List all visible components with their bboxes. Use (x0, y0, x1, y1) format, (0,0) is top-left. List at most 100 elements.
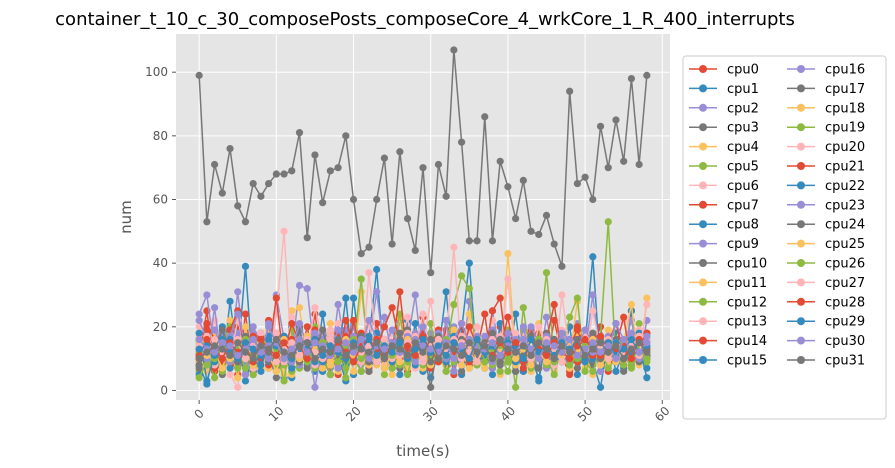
x-tick-label: 10 (266, 404, 287, 425)
data-point (280, 377, 288, 385)
data-point (573, 326, 581, 334)
legend-item-cpu15: cpu15 (689, 354, 767, 369)
data-point (465, 355, 473, 363)
legend-swatch-marker (699, 278, 707, 287)
legend-swatch-marker (699, 181, 707, 190)
chart-title: container_t_10_c_30_composePosts_compose… (55, 9, 795, 30)
data-point (542, 358, 551, 366)
legend-label: cpu10 (727, 257, 767, 272)
data-point (210, 342, 219, 350)
data-point (643, 355, 651, 363)
data-point (288, 307, 296, 315)
legend-swatch-marker (699, 162, 707, 170)
legend-label: cpu25 (825, 237, 865, 252)
legend-item-cpu4: cpu4 (689, 140, 759, 155)
data-point (241, 370, 250, 379)
data-point (241, 310, 250, 318)
data-point (234, 383, 242, 391)
data-point (380, 370, 389, 379)
legend-item-cpu18: cpu18 (787, 101, 865, 116)
data-point (388, 348, 396, 356)
legend-swatch-marker (797, 200, 805, 209)
data-point (249, 345, 257, 353)
x-tick-label: 50 (575, 404, 596, 425)
legend-swatch-marker (699, 142, 707, 151)
data-point (465, 297, 473, 305)
data-point (365, 243, 373, 251)
legend-item-cpu9: cpu9 (689, 237, 759, 252)
legend-item-cpu5: cpu5 (689, 160, 759, 175)
legend-label: cpu18 (825, 101, 865, 116)
data-point (203, 320, 211, 328)
legend-label: cpu12 (727, 295, 767, 310)
data-point (504, 367, 512, 375)
data-point (620, 313, 628, 321)
legend-swatch-marker (797, 84, 805, 93)
data-point (488, 307, 497, 315)
data-point (504, 275, 512, 283)
data-point (380, 323, 389, 331)
data-point (303, 323, 311, 331)
data-point (195, 374, 203, 382)
data-point (365, 367, 373, 375)
data-point (257, 342, 265, 350)
legend-label: cpu14 (727, 334, 767, 349)
legend-label: cpu21 (825, 160, 865, 175)
data-point (349, 348, 358, 356)
data-point (272, 351, 280, 360)
data-point (349, 316, 358, 325)
data-point (465, 339, 473, 347)
data-point (558, 262, 566, 270)
data-point (342, 351, 350, 360)
data-point (226, 316, 234, 325)
legend-item-cpu16: cpu16 (787, 63, 865, 78)
data-point (643, 300, 651, 309)
data-point (349, 342, 358, 350)
data-point (473, 335, 481, 344)
data-point (450, 355, 458, 363)
data-point (203, 348, 211, 356)
data-point (566, 335, 574, 344)
data-point (643, 294, 651, 302)
data-point (241, 355, 250, 363)
legend-swatch-marker (797, 356, 805, 364)
data-point (234, 364, 242, 372)
legend-item-cpu7: cpu7 (689, 198, 759, 213)
data-point (434, 355, 443, 363)
data-point (234, 374, 242, 382)
data-point (349, 367, 358, 375)
data-point (195, 329, 203, 337)
legend-item-cpu0: cpu0 (689, 63, 759, 78)
legend-swatch-marker (797, 259, 805, 267)
data-point (527, 361, 535, 369)
data-point (481, 358, 489, 366)
data-point (265, 345, 273, 353)
data-point (388, 342, 396, 350)
data-point (257, 335, 265, 344)
data-point (342, 132, 350, 140)
data-point (419, 310, 427, 318)
data-point (288, 339, 296, 347)
legend-swatch-marker (699, 336, 707, 345)
data-point (295, 320, 304, 328)
data-point (589, 345, 597, 353)
data-point (234, 339, 242, 347)
data-point (288, 345, 296, 353)
legend-swatch-marker (797, 297, 805, 306)
data-point (566, 355, 574, 363)
data-point (288, 167, 296, 175)
data-point (241, 364, 250, 372)
legend-swatch-marker (699, 317, 707, 326)
data-point (388, 370, 396, 379)
data-point (257, 192, 265, 200)
data-point (457, 351, 466, 360)
data-point (403, 342, 412, 350)
data-point (249, 355, 257, 363)
data-point (326, 358, 334, 366)
legend-item-cpu8: cpu8 (689, 218, 759, 233)
data-point (357, 250, 365, 258)
data-point (265, 179, 273, 188)
data-point (396, 345, 404, 353)
data-point (195, 355, 203, 363)
data-point (442, 316, 450, 325)
